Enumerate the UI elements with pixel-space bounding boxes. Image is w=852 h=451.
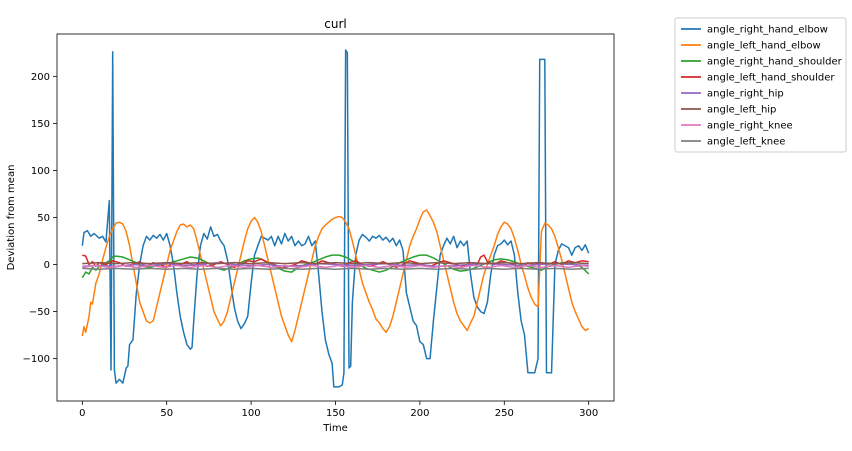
series-line-angle-left-knee [82,267,589,271]
x-tick-label: 0 [79,408,85,419]
legend-label: angle_right_hand_elbow [707,25,828,36]
legend-label: angle_left_hand_elbow [707,41,821,52]
legend-label: angle_right_hand_shoulder [707,57,843,68]
y-axis-title: Deviation from mean [6,165,17,271]
legend-label: angle_right_knee [707,121,793,132]
x-tick-label: 250 [495,408,514,419]
legend-label: angle_right_hip [707,89,784,100]
x-tick-label: 100 [242,408,261,419]
chart-title: curl [324,17,346,31]
y-tick-label: 100 [31,166,50,177]
x-tick-label: 50 [160,408,173,419]
series-line-angle-right-knee [82,264,589,269]
y-axis: −100 −50 0 50 100 150 200 [23,72,57,365]
x-tick-label: 200 [410,408,429,419]
legend-label: angle_left_knee [707,137,785,148]
y-tick-label: 50 [37,213,50,224]
y-tick-label: 150 [31,119,50,130]
legend-label: angle_left_hand_shoulder [707,73,835,84]
series-line-angle-right-hand-elbow [81,49,590,388]
legend-label: angle_left_hip [707,105,776,116]
series-line-angle-left-hip [82,261,589,265]
x-axis: 0 50 100 150 200 250 300 [79,401,598,419]
legend: angle_right_hand_elbow angle_left_hand_el… [674,17,847,153]
y-tick-label: 200 [31,72,50,83]
series-line-angle-left-hand-elbow [81,209,590,343]
series-layer [81,49,590,388]
x-axis-title: Time [322,423,347,434]
series-line-angle-right-hip [82,261,589,268]
y-tick-label: −100 [23,354,50,365]
y-tick-label: −50 [29,307,50,318]
x-tick-label: 150 [326,408,345,419]
x-tick-label: 300 [579,408,598,419]
series-line-angle-right-hand-shoulder [81,254,590,279]
legend-box [674,17,847,153]
y-tick-label: 0 [44,260,50,271]
